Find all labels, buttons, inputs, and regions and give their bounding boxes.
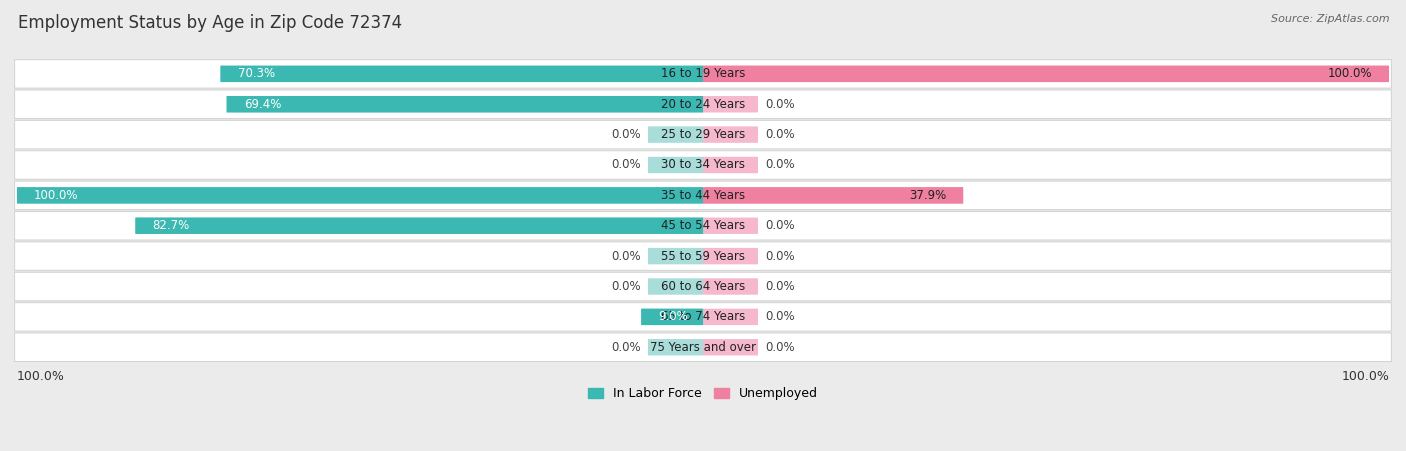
FancyBboxPatch shape xyxy=(648,248,703,264)
FancyBboxPatch shape xyxy=(226,96,703,112)
FancyBboxPatch shape xyxy=(135,217,703,234)
FancyBboxPatch shape xyxy=(703,339,758,355)
Text: 100.0%: 100.0% xyxy=(34,189,79,202)
Text: 37.9%: 37.9% xyxy=(908,189,946,202)
FancyBboxPatch shape xyxy=(14,120,1392,149)
Text: 35 to 44 Years: 35 to 44 Years xyxy=(661,189,745,202)
Text: Source: ZipAtlas.com: Source: ZipAtlas.com xyxy=(1271,14,1389,23)
Text: 65 to 74 Years: 65 to 74 Years xyxy=(661,310,745,323)
FancyBboxPatch shape xyxy=(14,90,1392,119)
Text: 0.0%: 0.0% xyxy=(765,219,794,232)
FancyBboxPatch shape xyxy=(703,126,758,143)
FancyBboxPatch shape xyxy=(14,212,1392,240)
Text: 100.0%: 100.0% xyxy=(17,370,65,383)
FancyBboxPatch shape xyxy=(703,187,963,203)
Text: Employment Status by Age in Zip Code 72374: Employment Status by Age in Zip Code 723… xyxy=(18,14,402,32)
FancyBboxPatch shape xyxy=(221,66,703,82)
Text: 100.0%: 100.0% xyxy=(1341,370,1389,383)
Text: 0.0%: 0.0% xyxy=(612,158,641,171)
Text: 9.0%: 9.0% xyxy=(658,310,688,323)
Text: 25 to 29 Years: 25 to 29 Years xyxy=(661,128,745,141)
FancyBboxPatch shape xyxy=(17,187,703,203)
FancyBboxPatch shape xyxy=(703,66,1389,82)
Text: 30 to 34 Years: 30 to 34 Years xyxy=(661,158,745,171)
FancyBboxPatch shape xyxy=(703,157,758,173)
FancyBboxPatch shape xyxy=(648,278,703,295)
FancyBboxPatch shape xyxy=(703,217,758,234)
FancyBboxPatch shape xyxy=(14,272,1392,301)
FancyBboxPatch shape xyxy=(703,96,758,112)
FancyBboxPatch shape xyxy=(14,303,1392,331)
Text: 0.0%: 0.0% xyxy=(765,98,794,111)
Text: 55 to 59 Years: 55 to 59 Years xyxy=(661,250,745,262)
Text: 45 to 54 Years: 45 to 54 Years xyxy=(661,219,745,232)
FancyBboxPatch shape xyxy=(703,66,1389,82)
Text: 70.3%: 70.3% xyxy=(238,67,274,80)
FancyBboxPatch shape xyxy=(648,126,703,143)
FancyBboxPatch shape xyxy=(648,157,703,173)
Text: 0.0%: 0.0% xyxy=(612,341,641,354)
Text: 0.0%: 0.0% xyxy=(765,250,794,262)
Text: 0.0%: 0.0% xyxy=(612,250,641,262)
Text: 69.4%: 69.4% xyxy=(243,98,281,111)
FancyBboxPatch shape xyxy=(703,278,758,295)
FancyBboxPatch shape xyxy=(641,308,703,325)
FancyBboxPatch shape xyxy=(221,66,703,82)
FancyBboxPatch shape xyxy=(703,308,758,325)
Text: 0.0%: 0.0% xyxy=(765,280,794,293)
Legend: In Labor Force, Unemployed: In Labor Force, Unemployed xyxy=(583,382,823,405)
Text: 0.0%: 0.0% xyxy=(612,280,641,293)
Text: 0.0%: 0.0% xyxy=(765,310,794,323)
Text: 75 Years and over: 75 Years and over xyxy=(650,341,756,354)
FancyBboxPatch shape xyxy=(14,181,1392,210)
Text: 0.0%: 0.0% xyxy=(765,128,794,141)
FancyBboxPatch shape xyxy=(641,308,703,325)
FancyBboxPatch shape xyxy=(17,187,703,203)
FancyBboxPatch shape xyxy=(135,217,703,234)
Text: 16 to 19 Years: 16 to 19 Years xyxy=(661,67,745,80)
FancyBboxPatch shape xyxy=(648,339,703,355)
Text: 0.0%: 0.0% xyxy=(612,128,641,141)
Text: 60 to 64 Years: 60 to 64 Years xyxy=(661,280,745,293)
Text: 82.7%: 82.7% xyxy=(153,219,190,232)
FancyBboxPatch shape xyxy=(14,60,1392,88)
Text: 100.0%: 100.0% xyxy=(1327,67,1372,80)
FancyBboxPatch shape xyxy=(226,96,703,112)
Text: 0.0%: 0.0% xyxy=(765,341,794,354)
Text: 0.0%: 0.0% xyxy=(765,158,794,171)
Text: 20 to 24 Years: 20 to 24 Years xyxy=(661,98,745,111)
FancyBboxPatch shape xyxy=(14,333,1392,362)
FancyBboxPatch shape xyxy=(703,248,758,264)
FancyBboxPatch shape xyxy=(703,187,963,203)
FancyBboxPatch shape xyxy=(14,242,1392,271)
FancyBboxPatch shape xyxy=(14,151,1392,179)
